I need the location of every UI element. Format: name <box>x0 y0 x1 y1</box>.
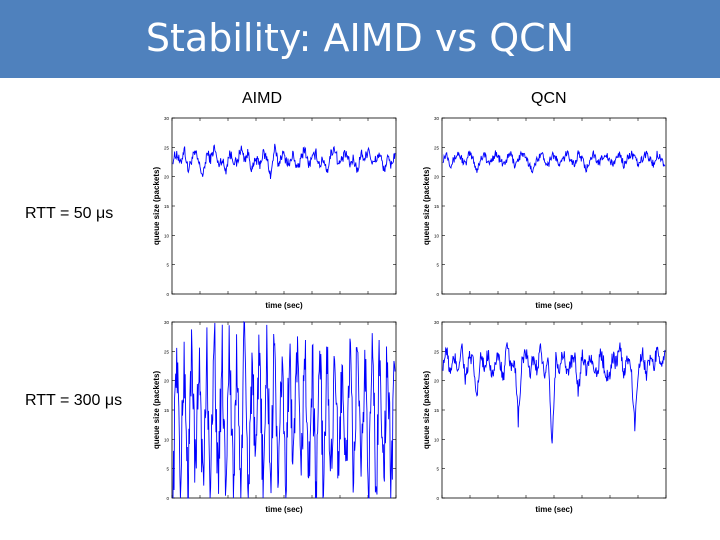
y-tick-label: 15 <box>164 408 170 413</box>
series-line <box>172 320 396 499</box>
y-tick-label: 0 <box>166 292 169 297</box>
series-line <box>172 143 396 180</box>
y-tick-label: 20 <box>434 379 440 384</box>
x-axis-label: time (sec) <box>265 505 303 514</box>
y-tick-label: 15 <box>164 204 170 209</box>
x-axis-label: time (sec) <box>535 505 573 514</box>
y-tick-label: 10 <box>164 233 170 238</box>
series-line <box>442 150 666 174</box>
y-tick-label: 30 <box>164 320 170 325</box>
y-tick-label: 25 <box>164 145 170 150</box>
chart-qcn-rtt-50: 0 5 10 15 20 25 30 time (sec) queue size (packet… <box>422 116 667 310</box>
y-tick-label: 30 <box>434 320 440 325</box>
y-tick-label: 10 <box>434 437 440 442</box>
y-tick-label: 10 <box>164 437 170 442</box>
x-axis-label: time (sec) <box>535 301 573 310</box>
y-tick-label: 15 <box>434 408 440 413</box>
y-axis-label: queue size (packets) <box>152 167 161 246</box>
y-tick-label: 20 <box>434 175 440 180</box>
y-tick-label: 30 <box>434 116 440 121</box>
y-axis-label: queue size (packets) <box>422 371 431 450</box>
slide-title: Stability: AIMD vs QCN <box>145 16 575 60</box>
series-line <box>442 342 666 444</box>
y-tick-label: 5 <box>436 467 439 472</box>
y-tick-label: 15 <box>434 204 440 209</box>
chart-aimd-rtt-300: 0 5 10 15 20 25 30 time (sec) queue size (packet… <box>152 320 397 514</box>
y-tick-label: 25 <box>164 349 170 354</box>
y-axis-label: queue size (packets) <box>422 167 431 246</box>
column-label-qcn: QCN <box>531 90 567 107</box>
title-bar: Stability: AIMD vs QCN <box>0 0 720 78</box>
y-axis-label: queue size (packets) <box>152 371 161 450</box>
row-label-rtt-300: RTT = 300 μs <box>25 392 123 409</box>
x-axis-label: time (sec) <box>265 301 303 310</box>
y-tick-label: 20 <box>164 175 170 180</box>
chart-aimd-rtt-50: 0 5 10 15 20 25 30 time (sec) queue size (packet… <box>152 116 397 310</box>
y-tick-label: 0 <box>166 496 169 501</box>
y-tick-label: 25 <box>434 145 440 150</box>
chart-qcn-rtt-300: 0 5 10 15 20 25 30 time (sec) queue size (packet… <box>422 320 667 514</box>
column-label-aimd: AIMD <box>242 90 282 107</box>
y-tick-label: 5 <box>436 263 439 268</box>
y-tick-label: 10 <box>434 233 440 238</box>
y-tick-label: 5 <box>166 263 169 268</box>
y-tick-label: 0 <box>436 496 439 501</box>
plot-frame <box>441 117 667 295</box>
row-label-rtt-50: RTT = 50 μs <box>25 205 114 222</box>
y-tick-label: 20 <box>164 379 170 384</box>
plot-frame <box>171 117 397 295</box>
y-tick-label: 30 <box>164 116 170 121</box>
y-tick-label: 5 <box>166 467 169 472</box>
y-tick-label: 0 <box>436 292 439 297</box>
y-tick-label: 25 <box>434 349 440 354</box>
